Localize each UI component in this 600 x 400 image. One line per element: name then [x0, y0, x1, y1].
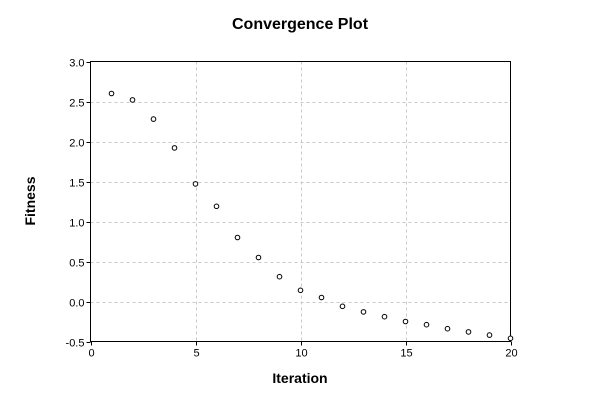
- plot-frame: [90, 61, 511, 342]
- x-tick-label: 5: [193, 348, 199, 360]
- x-tick-label: 10: [295, 348, 307, 360]
- data-point: [171, 145, 178, 151]
- data-point: [381, 313, 388, 320]
- y-tick-label: 0.5: [69, 258, 84, 270]
- data-point: [318, 294, 325, 301]
- data-point: [360, 309, 367, 315]
- x-axis-label: Iteration: [272, 370, 327, 386]
- y-tick-label: 0.0: [69, 298, 84, 310]
- data-points: [108, 90, 514, 342]
- y-axis-label: Fitness: [22, 176, 38, 225]
- y-tick-label: 1.5: [69, 178, 84, 190]
- data-point: [465, 329, 472, 335]
- data-point: [255, 254, 262, 261]
- axis-ticks: 0 5 10 15 20 -0.5 0.0 0.5 1.0 1.5 2.0 2.5 3.0: [66, 58, 518, 360]
- data-point: [297, 287, 304, 294]
- chart-title: Convergence Plot: [232, 16, 369, 33]
- grid-lines: [90, 61, 511, 342]
- data-point: [150, 116, 157, 122]
- y-tick-label: 3.0: [69, 58, 84, 70]
- data-point: [276, 273, 283, 280]
- data-point: [234, 234, 241, 241]
- y-tick-label: 2.0: [69, 138, 84, 150]
- data-point: [402, 318, 409, 325]
- x-tick-label: 20: [505, 348, 517, 360]
- data-point: [423, 321, 430, 328]
- data-point: [129, 97, 136, 103]
- y-tick-label: 1.0: [69, 218, 84, 230]
- x-tick-label: 0: [88, 348, 94, 360]
- data-point: [444, 325, 451, 332]
- data-point: [108, 90, 115, 97]
- data-point: [486, 332, 493, 338]
- x-tick-label: 15: [400, 348, 412, 360]
- data-point: [507, 335, 514, 342]
- y-tick-label: 2.5: [69, 98, 84, 110]
- data-point: [192, 181, 199, 187]
- data-point: [213, 203, 220, 210]
- y-tick-label: -0.5: [66, 338, 85, 350]
- data-point: [339, 303, 346, 310]
